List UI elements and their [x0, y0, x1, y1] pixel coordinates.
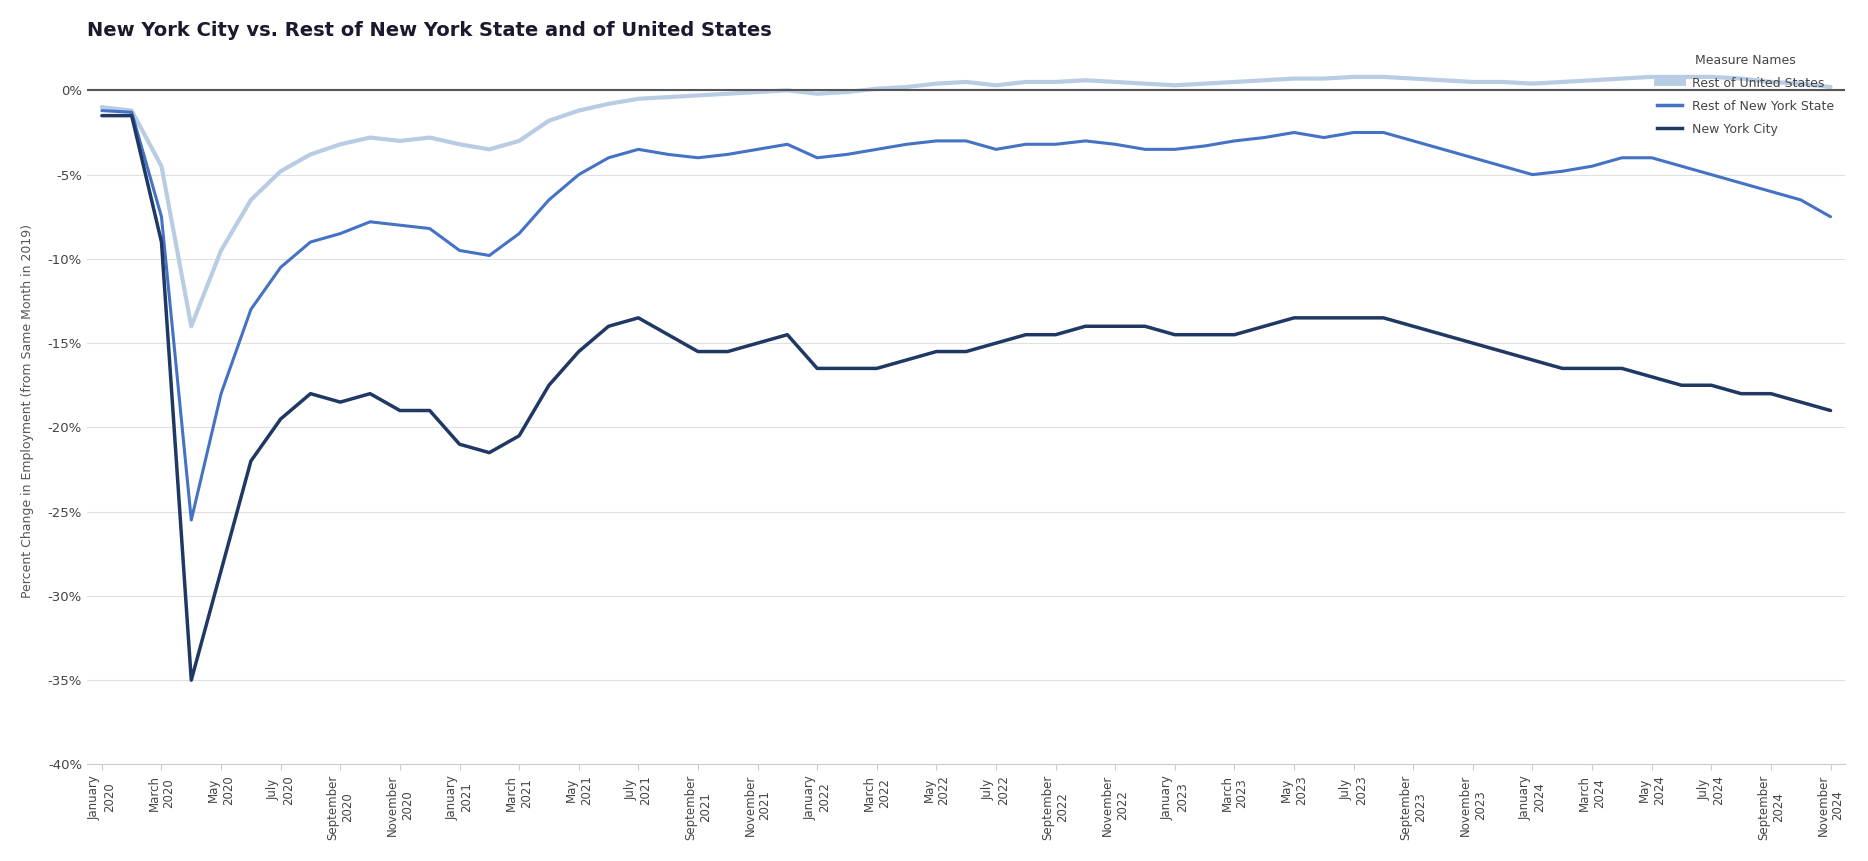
Y-axis label: Percent Change in Employment (from Same Month in 2019): Percent Change in Employment (from Same … — [21, 224, 34, 598]
Legend: Rest of United States, Rest of New York State, New York City: Rest of United States, Rest of New York … — [1651, 49, 1840, 140]
Text: New York City vs. Rest of New York State and of United States: New York City vs. Rest of New York State… — [88, 21, 771, 40]
